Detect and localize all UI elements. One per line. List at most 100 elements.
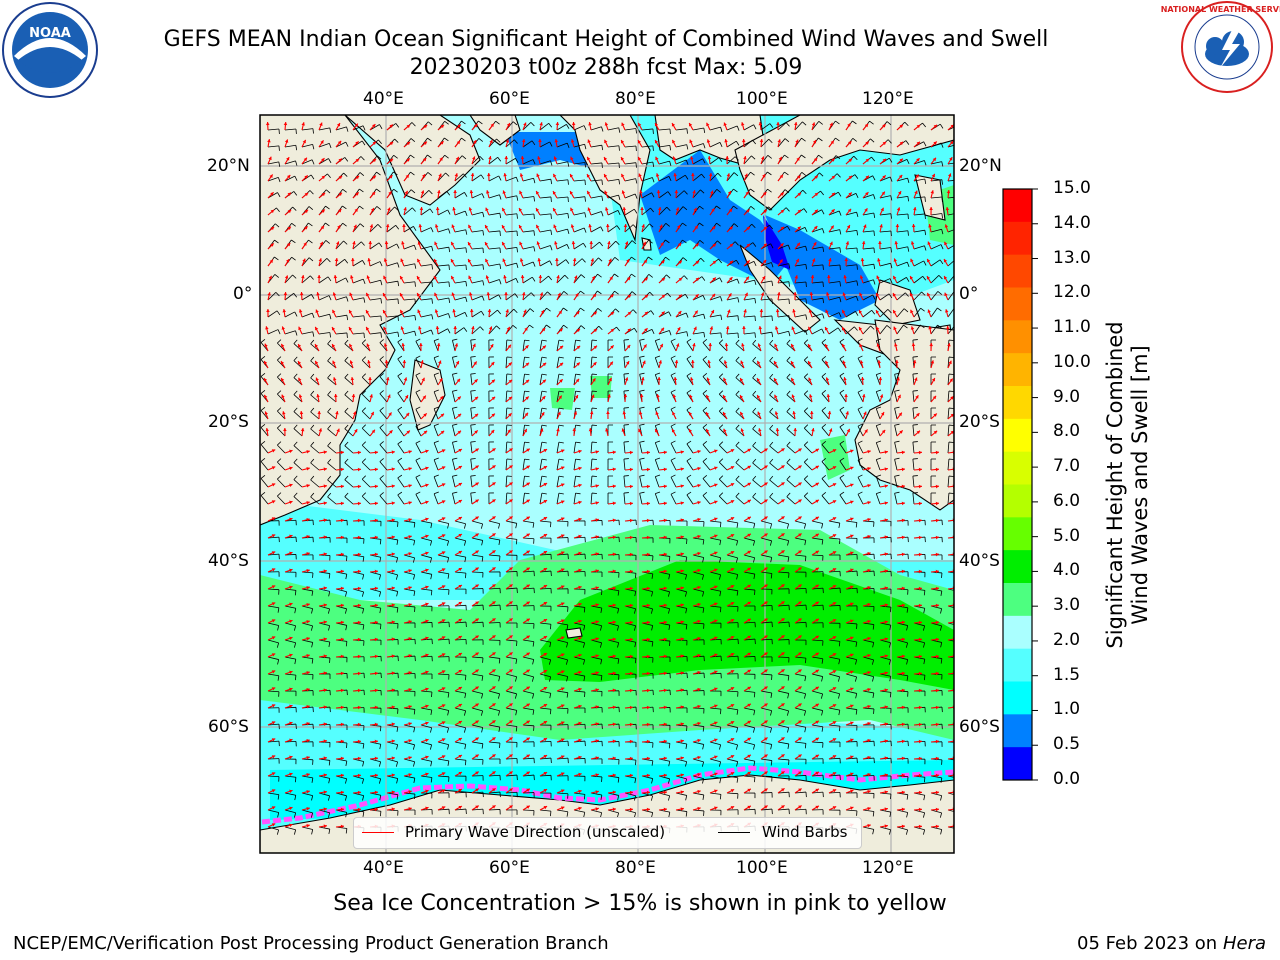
wind-barb-feather xyxy=(567,179,569,185)
wind-barb-feather xyxy=(329,127,332,133)
wind-barb-feather xyxy=(293,390,298,395)
wind-barb-feather xyxy=(275,223,280,228)
wind-barb xyxy=(777,263,789,267)
wind-barb-feather xyxy=(836,173,841,178)
wind-barb xyxy=(420,208,431,216)
wind-barb-feather xyxy=(470,424,476,426)
wind-barb-feather xyxy=(699,222,704,227)
wind-barb xyxy=(433,374,439,386)
wind-barb xyxy=(361,427,371,437)
wind-barb xyxy=(284,311,295,318)
wind-barb-feather xyxy=(787,244,791,250)
wind-barb xyxy=(420,554,432,559)
wind-barb-feather xyxy=(937,307,942,312)
wind-barb-feather xyxy=(433,423,439,427)
wind-barb-feather xyxy=(753,557,756,563)
wind-barb xyxy=(654,442,660,454)
wind-barb-feather xyxy=(753,124,757,130)
wind-barb-feather xyxy=(415,355,421,359)
wind-barb-feather xyxy=(379,475,384,479)
wind-barb-feather xyxy=(597,290,602,295)
wind-barb-feather xyxy=(361,407,367,412)
wind-barb xyxy=(293,343,303,352)
wind-barb-feather xyxy=(524,492,530,495)
wind-barb xyxy=(794,329,806,335)
wind-barb-feather xyxy=(686,491,692,496)
wind-barb-feather xyxy=(260,406,266,411)
wind-barb-feather xyxy=(822,246,825,253)
land-mass xyxy=(344,115,481,206)
wind-barb xyxy=(692,158,703,165)
wind-barb xyxy=(379,410,388,420)
wind-barb-feather xyxy=(752,475,757,481)
wind-barb xyxy=(896,246,908,250)
wind-barb xyxy=(857,460,864,471)
wind-barb-feather xyxy=(821,475,827,479)
wind-barb xyxy=(913,291,922,301)
wind-barb xyxy=(912,391,915,403)
wind-barb-feather xyxy=(802,189,807,195)
wind-barb-feather xyxy=(260,338,266,343)
wind-barb-feather xyxy=(464,675,467,681)
wind-barb xyxy=(386,243,397,250)
wind-barb xyxy=(794,245,806,250)
wind-barb-feather xyxy=(670,338,676,342)
wind-barb-feather xyxy=(786,356,791,361)
wind-barb xyxy=(556,243,568,250)
wind-barb xyxy=(845,247,857,250)
wind-barb xyxy=(397,443,405,454)
wind-barb xyxy=(539,291,548,301)
wind-barb-feather xyxy=(448,228,451,234)
wind-barb-feather xyxy=(575,373,581,376)
wind-barb-feather xyxy=(312,144,315,150)
wind-barb xyxy=(726,156,736,165)
wind-barb xyxy=(896,213,908,216)
wind-barb xyxy=(386,315,398,318)
wind-barb-feather xyxy=(575,475,581,478)
wind-barb-feather xyxy=(735,339,740,344)
wind-barb xyxy=(522,196,534,199)
wind-barb xyxy=(352,315,364,318)
wind-barb-feather xyxy=(433,338,439,342)
wind-barb-feather xyxy=(327,458,332,464)
wind-barb xyxy=(794,226,806,233)
wind-barb-feather xyxy=(870,325,875,330)
wind-barb xyxy=(344,360,354,369)
wind-barb-feather xyxy=(665,239,670,244)
wind-barb xyxy=(709,296,721,301)
wind-barb-feather xyxy=(822,298,825,304)
wind-barb xyxy=(403,298,415,301)
wind-barb xyxy=(573,179,585,182)
wind-barb xyxy=(912,408,915,420)
wind-barb xyxy=(488,622,501,624)
wind-barb-feather xyxy=(452,440,458,443)
wind-barb-feather xyxy=(452,372,458,375)
wind-barb-feather xyxy=(788,315,790,321)
wind-barb xyxy=(344,394,354,403)
wind-barb xyxy=(709,157,720,165)
wind-barb-feather xyxy=(546,307,551,312)
wind-barb xyxy=(735,411,745,420)
wind-barb xyxy=(777,656,790,658)
wind-barb-feather xyxy=(295,160,298,166)
wind-barb-feather xyxy=(924,230,927,236)
wind-barb xyxy=(821,444,830,454)
wind-barb-feather xyxy=(575,441,581,444)
wind-barb-feather xyxy=(415,372,421,376)
wind-barb xyxy=(735,360,745,369)
wind-barb-feather xyxy=(327,475,332,481)
wind-barb-feather xyxy=(329,314,332,320)
wind-barb-feather xyxy=(515,523,518,529)
wind-barb-feather xyxy=(597,308,602,312)
wind-barb xyxy=(573,162,585,165)
wind-barb xyxy=(803,427,813,437)
wind-barb xyxy=(947,408,950,420)
wind-barb xyxy=(293,445,303,454)
wind-barb xyxy=(794,264,806,267)
wind-barb-feather xyxy=(752,373,757,379)
wind-barb-feather xyxy=(784,138,790,143)
wind-barb xyxy=(912,459,915,471)
wind-barb xyxy=(947,476,950,488)
wind-barb-feather xyxy=(499,279,502,285)
wind-barb-feather xyxy=(718,390,724,395)
